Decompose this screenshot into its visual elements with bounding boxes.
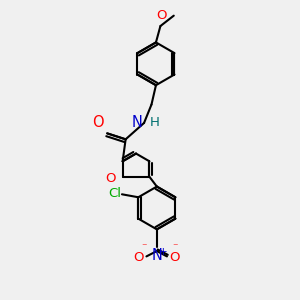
Text: Cl: Cl [108,187,121,200]
Text: ⁻: ⁻ [141,242,147,253]
Text: +: + [159,247,168,257]
Text: N: N [152,248,162,263]
Text: H: H [150,116,160,130]
Text: O: O [169,251,180,264]
Text: O: O [106,172,116,185]
Text: N: N [132,116,142,130]
Text: O: O [93,116,104,130]
Text: O: O [157,10,167,22]
Text: ⁻: ⁻ [172,242,177,253]
Text: O: O [133,251,143,264]
